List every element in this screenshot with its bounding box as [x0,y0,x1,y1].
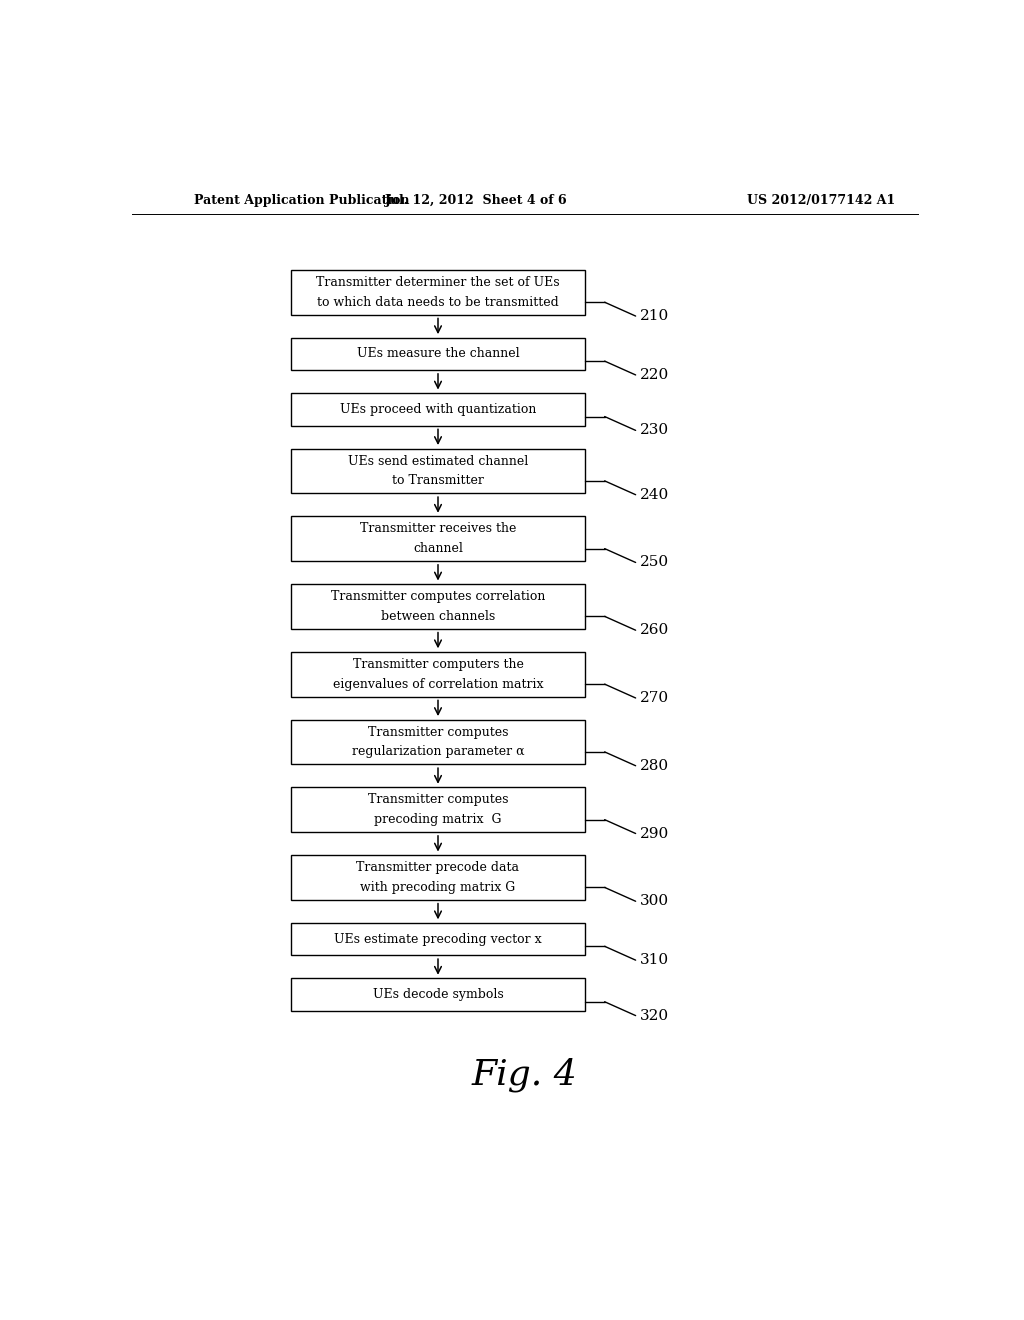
Text: 250: 250 [640,556,669,569]
Text: 280: 280 [640,759,669,772]
Text: eigenvalues of correlation matrix: eigenvalues of correlation matrix [333,677,544,690]
Text: 240: 240 [640,487,669,502]
Text: Patent Application Publication: Patent Application Publication [194,194,410,207]
Text: UEs estimate precoding vector x: UEs estimate precoding vector x [334,933,542,945]
Text: Transmitter computes: Transmitter computes [368,726,508,739]
Text: 230: 230 [640,424,669,437]
Bar [291,393,586,425]
Text: UEs measure the channel: UEs measure the channel [356,347,519,360]
Text: between channels: between channels [381,610,496,623]
Bar [291,652,586,697]
Text: to which data needs to be transmitted: to which data needs to be transmitted [317,296,559,309]
Text: 260: 260 [640,623,669,638]
Bar [291,449,586,494]
Text: UEs decode symbols: UEs decode symbols [373,989,504,1001]
Text: 320: 320 [640,1008,669,1023]
Text: 300: 300 [640,894,669,908]
Text: 310: 310 [640,953,669,968]
Text: to Transmitter: to Transmitter [392,474,484,487]
Text: 210: 210 [640,309,669,323]
Text: 220: 220 [640,368,669,381]
Text: 270: 270 [640,690,669,705]
Bar [291,585,586,628]
Text: Transmitter computes correlation: Transmitter computes correlation [331,590,545,603]
Text: 290: 290 [640,826,669,841]
Text: Fig. 4: Fig. 4 [472,1057,578,1092]
Text: channel: channel [413,543,463,556]
Bar [291,855,586,900]
Text: Transmitter precode data: Transmitter precode data [356,861,519,874]
Text: Transmitter computes: Transmitter computes [368,793,508,807]
Bar [291,788,586,832]
Text: UEs send estimated channel: UEs send estimated channel [348,454,528,467]
Text: precoding matrix  G: precoding matrix G [374,813,502,826]
Bar [291,516,586,561]
Bar [291,923,586,956]
Text: Transmitter receives the: Transmitter receives the [359,523,516,536]
Text: regularization parameter α: regularization parameter α [351,746,524,759]
Text: US 2012/0177142 A1: US 2012/0177142 A1 [746,194,895,207]
Text: with precoding matrix G: with precoding matrix G [360,880,516,894]
Bar [291,719,586,764]
Text: UEs proceed with quantization: UEs proceed with quantization [340,403,537,416]
Bar [291,338,586,370]
Bar [291,271,586,314]
Bar [291,978,586,1011]
Text: Transmitter computers the: Transmitter computers the [352,657,523,671]
Text: Jul. 12, 2012  Sheet 4 of 6: Jul. 12, 2012 Sheet 4 of 6 [385,194,568,207]
Text: Transmitter determiner the set of UEs: Transmitter determiner the set of UEs [316,276,560,289]
